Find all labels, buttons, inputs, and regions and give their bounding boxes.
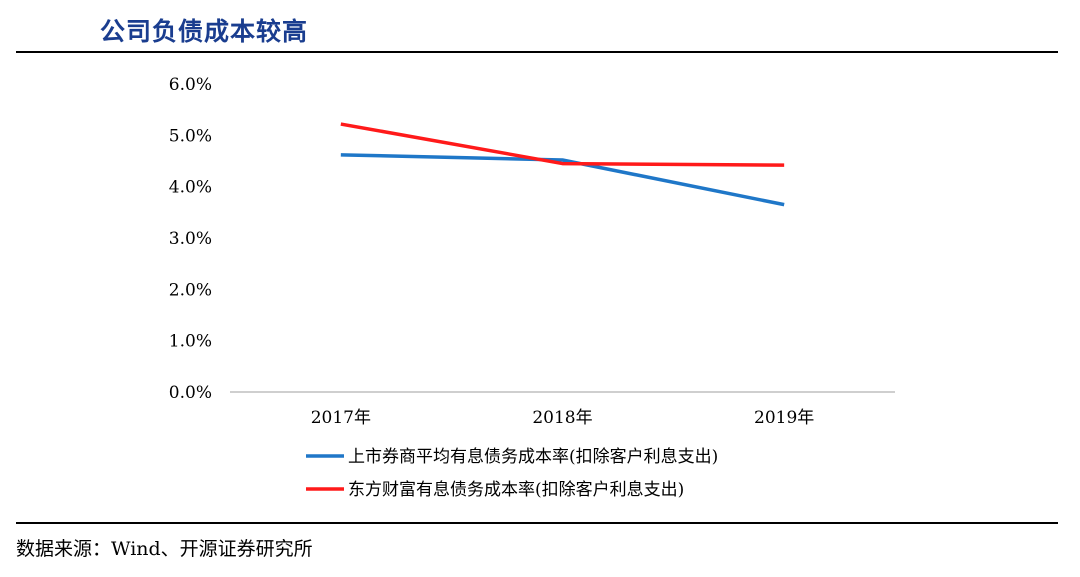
series-line-2: [340, 122, 785, 167]
y-tick-label: 1.0%: [169, 332, 212, 352]
y-axis-tick-labels: 0.0% 1.0% 2.0% 3.0% 4.0% 5.0% 6.0%: [169, 75, 212, 403]
top-divider: [16, 51, 1058, 53]
bottom-divider: [16, 522, 1058, 524]
legend-label-1: 上市券商平均有息债务成本率(扣除客户利息支出): [348, 447, 718, 467]
y-tick-label: 0.0%: [169, 383, 212, 403]
legend-label-2: 东方财富有息债务成本率(扣除客户利息支出): [348, 480, 684, 500]
page-title: 公司负债成本较高: [100, 17, 309, 46]
line-chart: 0.0%1.0%2.0%3.0%4.0%5.0%6.0% 2017年 2018年 2…: [169, 75, 895, 500]
y-tick-label: 4.0%: [169, 178, 212, 198]
y-tick-label: 2.0%: [169, 280, 212, 300]
series-lines: [340, 122, 785, 207]
x-tick-label: 2017年: [311, 408, 371, 428]
series-line-1: [340, 153, 785, 207]
x-tick-label: 2019年: [754, 408, 814, 428]
y-tick-label: 6.0%: [169, 75, 212, 95]
x-axis-tick-labels: 2017年 2018年 2019年: [311, 408, 815, 428]
y-tick-label: 5.0%: [169, 126, 212, 146]
source-note: 数据来源：Wind、开源证券研究所: [16, 538, 313, 560]
legend: 上市券商平均有息债务成本率(扣除客户利息支出) 东方财富有息债务成本率(扣除客户利…: [306, 447, 718, 500]
y-tick-label: 3.0%: [169, 229, 212, 249]
x-tick-label: 2018年: [532, 408, 592, 428]
